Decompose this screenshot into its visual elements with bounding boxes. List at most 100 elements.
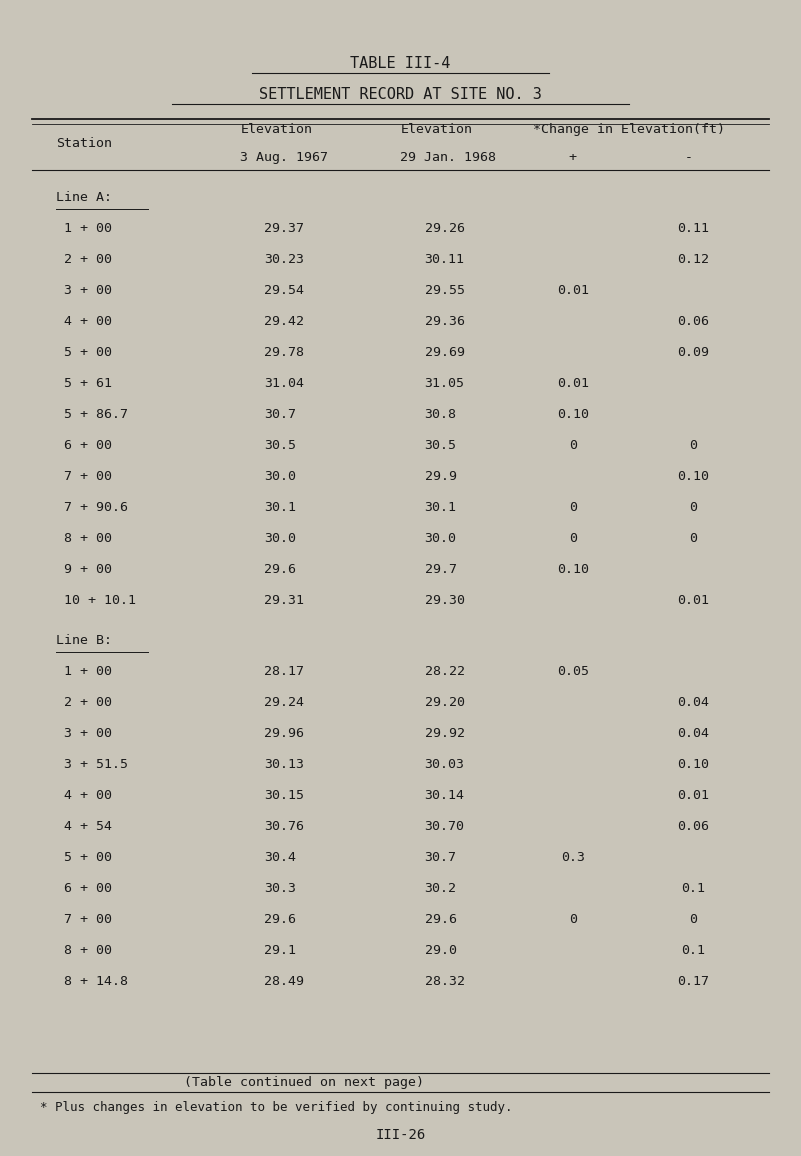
Text: 2 + 00: 2 + 00 [64, 253, 112, 266]
Text: 30.76: 30.76 [264, 820, 304, 833]
Text: 0: 0 [689, 439, 697, 452]
Text: 2 + 00: 2 + 00 [64, 696, 112, 709]
Text: 8 + 00: 8 + 00 [64, 944, 112, 957]
Text: 0.1: 0.1 [681, 882, 705, 895]
Text: 29.92: 29.92 [425, 727, 465, 740]
Text: 28.22: 28.22 [425, 665, 465, 679]
Text: 6 + 00: 6 + 00 [64, 882, 112, 895]
Text: Elevation: Elevation [400, 123, 473, 136]
Text: 0.1: 0.1 [681, 944, 705, 957]
Text: 0.11: 0.11 [677, 222, 709, 235]
Text: 0: 0 [689, 532, 697, 544]
Text: 30.4: 30.4 [264, 851, 296, 864]
Text: 31.05: 31.05 [425, 377, 465, 390]
Text: 0.09: 0.09 [677, 346, 709, 360]
Text: 5 + 86.7: 5 + 86.7 [64, 408, 128, 421]
Text: 30.70: 30.70 [425, 820, 465, 833]
Text: 0.06: 0.06 [677, 316, 709, 328]
Text: 29.24: 29.24 [264, 696, 304, 709]
Text: Station: Station [56, 136, 112, 150]
Text: III-26: III-26 [376, 1128, 425, 1142]
Text: 0.10: 0.10 [677, 470, 709, 483]
Text: 10 + 10.1: 10 + 10.1 [64, 594, 136, 607]
Text: 30.7: 30.7 [264, 408, 296, 421]
Text: 3 + 00: 3 + 00 [64, 284, 112, 297]
Text: 29 Jan. 1968: 29 Jan. 1968 [400, 150, 497, 164]
Text: 6 + 00: 6 + 00 [64, 439, 112, 452]
Text: 5 + 61: 5 + 61 [64, 377, 112, 390]
Text: 0.01: 0.01 [677, 594, 709, 607]
Text: 29.31: 29.31 [264, 594, 304, 607]
Text: 0: 0 [689, 913, 697, 926]
Text: 4 + 54: 4 + 54 [64, 820, 112, 833]
Text: 0.04: 0.04 [677, 727, 709, 740]
Text: 0.10: 0.10 [677, 758, 709, 771]
Text: 28.17: 28.17 [264, 665, 304, 679]
Text: 5 + 00: 5 + 00 [64, 346, 112, 360]
Text: 28.32: 28.32 [425, 975, 465, 988]
Text: Elevation: Elevation [240, 123, 312, 136]
Text: 30.0: 30.0 [264, 532, 296, 544]
Text: * Plus changes in elevation to be verified by continuing study.: * Plus changes in elevation to be verifi… [40, 1101, 513, 1114]
Text: 4 + 00: 4 + 00 [64, 316, 112, 328]
Text: 0.06: 0.06 [677, 820, 709, 833]
Text: 3 + 00: 3 + 00 [64, 727, 112, 740]
Text: 1 + 00: 1 + 00 [64, 665, 112, 679]
Text: 30.7: 30.7 [425, 851, 457, 864]
Text: 28.49: 28.49 [264, 975, 304, 988]
Text: 3 Aug. 1967: 3 Aug. 1967 [240, 150, 328, 164]
Text: 29.55: 29.55 [425, 284, 465, 297]
Text: 5 + 00: 5 + 00 [64, 851, 112, 864]
Text: SETTLEMENT RECORD AT SITE NO. 3: SETTLEMENT RECORD AT SITE NO. 3 [259, 88, 542, 102]
Text: 0.10: 0.10 [557, 563, 589, 576]
Text: (Table continued on next page): (Table continued on next page) [184, 1076, 425, 1089]
Text: -: - [685, 150, 693, 164]
Text: 7 + 00: 7 + 00 [64, 470, 112, 483]
Text: 30.3: 30.3 [264, 882, 296, 895]
Text: 30.2: 30.2 [425, 882, 457, 895]
Text: 29.6: 29.6 [264, 913, 296, 926]
Text: 30.23: 30.23 [264, 253, 304, 266]
Text: 0: 0 [569, 532, 577, 544]
Text: 0.12: 0.12 [677, 253, 709, 266]
Text: 29.20: 29.20 [425, 696, 465, 709]
Text: 30.13: 30.13 [264, 758, 304, 771]
Text: 29.0: 29.0 [425, 944, 457, 957]
Text: 1 + 00: 1 + 00 [64, 222, 112, 235]
Text: 30.5: 30.5 [264, 439, 296, 452]
Text: 0.05: 0.05 [557, 665, 589, 679]
Text: 29.9: 29.9 [425, 470, 457, 483]
Text: Line B:: Line B: [56, 635, 112, 647]
Text: 30.0: 30.0 [264, 470, 296, 483]
Text: 29.96: 29.96 [264, 727, 304, 740]
Text: 30.5: 30.5 [425, 439, 457, 452]
Text: 30.0: 30.0 [425, 532, 457, 544]
Text: 30.1: 30.1 [425, 501, 457, 514]
Text: 0.04: 0.04 [677, 696, 709, 709]
Text: 29.26: 29.26 [425, 222, 465, 235]
Text: 0: 0 [569, 501, 577, 514]
Text: 0.01: 0.01 [557, 377, 589, 390]
Text: 8 + 00: 8 + 00 [64, 532, 112, 544]
Text: 30.8: 30.8 [425, 408, 457, 421]
Text: 29.7: 29.7 [425, 563, 457, 576]
Text: +: + [569, 150, 577, 164]
Text: 0.17: 0.17 [677, 975, 709, 988]
Text: 7 + 90.6: 7 + 90.6 [64, 501, 128, 514]
Text: 29.30: 29.30 [425, 594, 465, 607]
Text: 30.1: 30.1 [264, 501, 296, 514]
Text: 29.78: 29.78 [264, 346, 304, 360]
Text: 31.04: 31.04 [264, 377, 304, 390]
Text: 9 + 00: 9 + 00 [64, 563, 112, 576]
Text: 7 + 00: 7 + 00 [64, 913, 112, 926]
Text: 30.14: 30.14 [425, 790, 465, 802]
Text: 0: 0 [569, 439, 577, 452]
Text: 0.01: 0.01 [557, 284, 589, 297]
Text: 29.1: 29.1 [264, 944, 296, 957]
Text: 30.03: 30.03 [425, 758, 465, 771]
Text: *Change in Elevation(ft): *Change in Elevation(ft) [533, 123, 725, 136]
Text: 8 + 14.8: 8 + 14.8 [64, 975, 128, 988]
Text: 29.6: 29.6 [264, 563, 296, 576]
Text: 29.6: 29.6 [425, 913, 457, 926]
Text: Line A:: Line A: [56, 191, 112, 205]
